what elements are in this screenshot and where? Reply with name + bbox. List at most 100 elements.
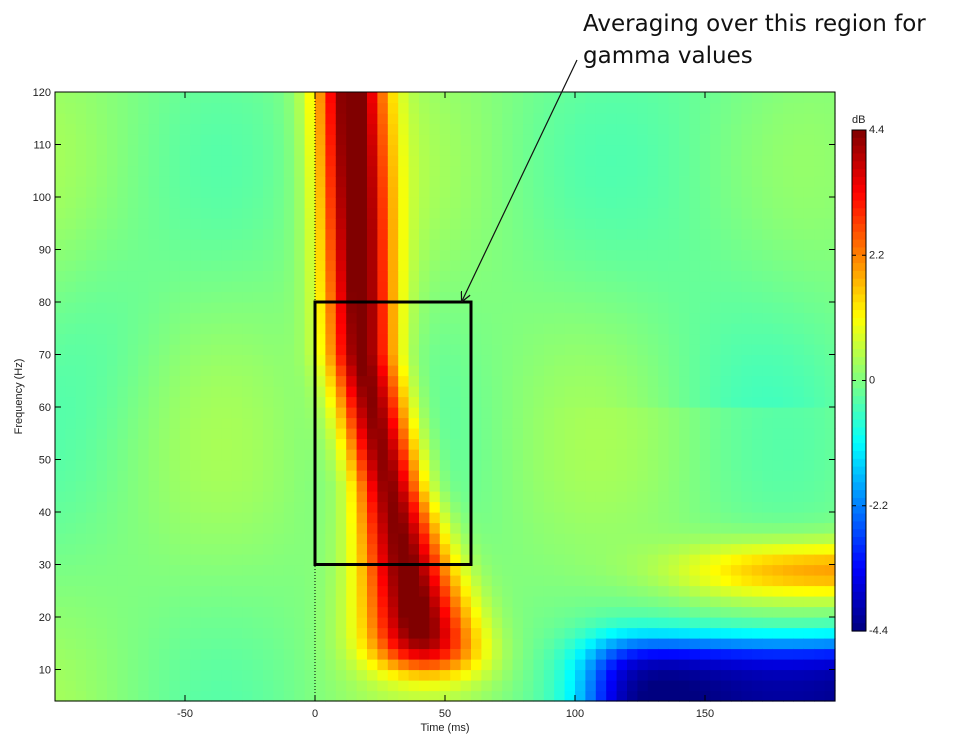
heatmap-cell bbox=[65, 491, 77, 503]
heatmap-cell bbox=[512, 585, 524, 597]
heatmap-cell bbox=[637, 606, 649, 618]
heatmap-cell bbox=[387, 249, 399, 261]
heatmap-cell bbox=[315, 575, 326, 587]
heatmap-cell bbox=[304, 260, 316, 272]
heatmap-cell bbox=[689, 596, 701, 608]
heatmap-cell bbox=[65, 281, 77, 293]
heatmap-cell bbox=[575, 459, 586, 471]
heatmap-cell bbox=[793, 585, 805, 597]
heatmap-cell bbox=[471, 491, 482, 503]
heatmap-cell bbox=[689, 459, 701, 471]
heatmap-cell bbox=[814, 606, 826, 618]
heatmap-cell bbox=[294, 291, 306, 303]
heatmap-cell bbox=[367, 365, 378, 377]
heatmap-cell bbox=[294, 585, 306, 597]
heatmap-cell bbox=[65, 680, 77, 692]
heatmap-cell bbox=[408, 207, 420, 219]
heatmap-cell bbox=[481, 501, 493, 513]
heatmap-cell bbox=[606, 617, 618, 629]
heatmap-cell bbox=[741, 543, 753, 555]
heatmap-cell bbox=[439, 417, 451, 429]
heatmap-cell bbox=[595, 197, 607, 209]
heatmap-cell bbox=[387, 396, 399, 408]
heatmap-cell bbox=[304, 134, 316, 146]
heatmap-cell bbox=[523, 522, 534, 534]
heatmap-cell bbox=[315, 606, 326, 618]
heatmap-cell bbox=[793, 659, 805, 671]
heatmap-cell bbox=[346, 249, 358, 261]
heatmap-cell bbox=[211, 228, 222, 240]
heatmap-cell bbox=[741, 270, 753, 282]
heatmap-cell bbox=[367, 438, 378, 450]
heatmap-cell bbox=[65, 512, 77, 524]
heatmap-cell bbox=[252, 491, 264, 503]
heatmap-cell bbox=[231, 176, 243, 188]
heatmap-cell bbox=[429, 648, 441, 660]
heatmap-cell bbox=[658, 512, 670, 524]
heatmap-cell bbox=[554, 543, 566, 555]
heatmap-cell bbox=[450, 627, 462, 639]
heatmap-cell bbox=[325, 228, 337, 240]
heatmap-cell bbox=[211, 480, 222, 492]
heatmap-cell bbox=[543, 606, 555, 618]
heatmap-cell bbox=[75, 207, 87, 219]
heatmap-cell bbox=[86, 260, 98, 272]
heatmap-cell bbox=[450, 291, 462, 303]
heatmap-cell bbox=[429, 480, 441, 492]
heatmap-cell bbox=[429, 470, 441, 482]
heatmap-cell bbox=[689, 291, 701, 303]
heatmap-cell bbox=[211, 249, 222, 261]
heatmap-cell bbox=[190, 659, 202, 671]
heatmap-cell bbox=[575, 627, 586, 639]
heatmap-cell bbox=[543, 134, 555, 146]
heatmap-cell bbox=[502, 344, 514, 356]
heatmap-cell bbox=[408, 333, 420, 345]
heatmap-cell bbox=[814, 522, 826, 534]
heatmap-cell bbox=[471, 239, 482, 251]
heatmap-cell bbox=[179, 543, 191, 555]
heatmap-cell bbox=[398, 375, 410, 387]
heatmap-cell bbox=[377, 344, 389, 356]
heatmap-cell bbox=[127, 302, 139, 314]
heatmap-cell bbox=[543, 365, 555, 377]
heatmap-cell bbox=[803, 564, 815, 576]
heatmap-cell bbox=[398, 501, 410, 513]
heatmap-cell bbox=[252, 680, 264, 692]
heatmap-cell bbox=[491, 491, 503, 503]
heatmap-cell bbox=[325, 375, 337, 387]
heatmap-cell bbox=[439, 617, 451, 629]
heatmap-cell bbox=[159, 207, 170, 219]
heatmap-cell bbox=[606, 512, 618, 524]
heatmap-cell bbox=[585, 312, 597, 324]
heatmap-cell bbox=[783, 312, 794, 324]
heatmap-cell bbox=[741, 449, 753, 461]
heatmap-cell bbox=[658, 270, 670, 282]
heatmap-cell bbox=[616, 512, 628, 524]
heatmap-cell bbox=[429, 575, 441, 587]
heatmap-cell bbox=[679, 144, 690, 156]
heatmap-cell bbox=[65, 207, 77, 219]
heatmap-cell bbox=[179, 606, 191, 618]
heatmap-cell bbox=[408, 281, 420, 293]
heatmap-cell bbox=[117, 113, 129, 125]
heatmap-cell bbox=[346, 291, 358, 303]
heatmap-cell bbox=[200, 470, 212, 482]
heatmap-cell bbox=[481, 239, 493, 251]
heatmap-cell bbox=[720, 312, 732, 324]
heatmap-cell bbox=[75, 186, 87, 198]
heatmap-cell bbox=[668, 176, 680, 188]
heatmap-cell bbox=[408, 596, 420, 608]
heatmap-cell bbox=[273, 281, 285, 293]
heatmap-cell bbox=[148, 102, 160, 114]
heatmap-cell bbox=[679, 575, 690, 587]
heatmap-cell bbox=[658, 123, 670, 135]
heatmap-cell bbox=[595, 186, 607, 198]
heatmap-cell bbox=[523, 449, 534, 461]
heatmap-cell bbox=[263, 470, 274, 482]
heatmap-cell bbox=[179, 228, 191, 240]
heatmap-cell bbox=[460, 281, 472, 293]
heatmap-cell bbox=[762, 438, 774, 450]
heatmap-cell bbox=[533, 375, 545, 387]
heatmap-cell bbox=[387, 417, 399, 429]
heatmap-cell bbox=[148, 312, 160, 324]
